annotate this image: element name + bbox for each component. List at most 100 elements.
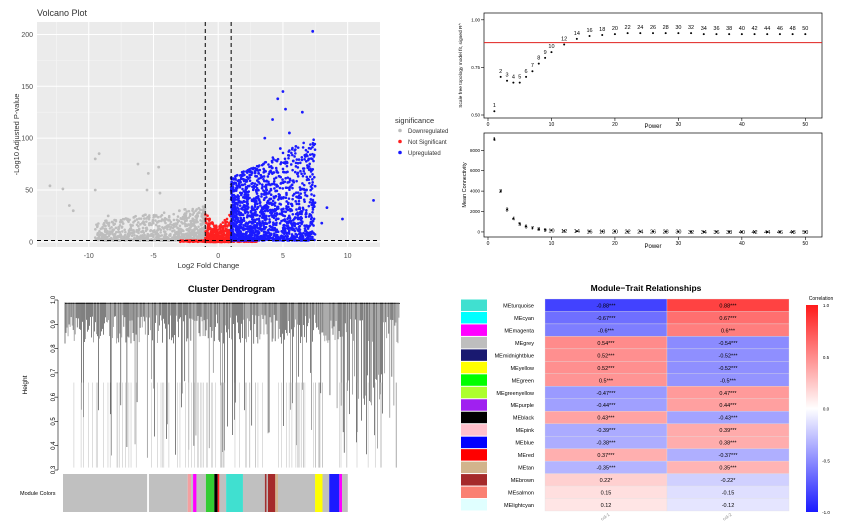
upregulated-point [313,184,317,188]
upregulated-point [238,213,241,217]
correlation-legend-tick-label: 0.0 [823,407,830,412]
downregulated-point [148,216,151,219]
upregulated-point [302,183,306,187]
upregulated-point [310,187,314,190]
upregulated-point [243,235,247,239]
upregulated-point [284,196,288,199]
upregulated-point [254,185,258,188]
heatmap-cell-label: 0.15 [601,491,612,497]
upregulated-point [253,212,257,216]
downregulated-point [147,239,150,242]
scalefree-point [702,33,705,36]
upregulated-point [273,204,277,207]
scalefree-point [563,43,566,46]
upregulated-point [268,237,271,241]
upregulated-point [307,146,311,150]
downregulated-point [96,231,100,235]
scalefree-point-label: 46 [777,26,783,32]
upregulated-point [298,210,302,214]
not-significant-point [206,228,210,232]
upregulated-point [269,197,273,201]
upregulated-point [260,229,263,232]
dendrogram-y-tick-label: 0.5 [51,417,57,426]
upregulated-point [230,180,233,184]
upregulated-point [243,208,247,212]
scalefree-point [753,33,756,36]
upregulated-point [305,188,308,192]
downregulated-point [102,221,106,225]
downregulated-point [116,234,120,238]
upregulated-point [275,159,279,163]
upregulated-point [311,167,315,171]
scalefree-point-label: 32 [688,25,694,31]
upregulated-point [278,238,282,242]
upregulated-point [235,230,239,234]
module-label: MElightcyan [504,503,534,509]
connectivity-point-label: 40 [739,230,745,236]
upregulated-point [242,233,245,237]
upregulated-point [267,163,270,166]
upregulated-point [233,205,237,208]
scalefree-point-label: 14 [574,31,580,37]
upregulated-point [266,199,270,203]
not-significant-point [213,229,216,233]
volcano-title: Volcano Plot [37,8,88,18]
scalefree-point-label: 9 [544,50,547,56]
upregulated-point [255,192,259,195]
upregulated-point [234,174,237,178]
downregulated-point [107,224,111,228]
upregulated-point [306,165,310,169]
upregulated-point [287,205,290,209]
upregulated-point [302,198,306,201]
module-color-swatch [461,336,487,349]
downregulated-point [110,225,113,229]
not-significant-point [215,231,218,235]
connectivity-point [575,230,578,233]
volcano-point-cloud [48,29,375,244]
upregulated-point [281,167,285,171]
connectivity-point-label: 26 [650,230,656,236]
upregulated-point [311,178,314,181]
downregulated-point [182,217,186,221]
downregulated-point [183,222,186,225]
scalefree-point-label: 22 [625,25,631,31]
scalefree-point-label: 18 [599,27,605,33]
upregulated-point [311,219,315,223]
trait-column-label: col-1 [600,512,611,521]
upregulated-point [259,204,262,207]
scalefree-point [791,33,794,36]
upregulated-point [284,220,288,223]
upregulated-point [261,235,264,238]
upregulated-point [310,201,314,204]
upregulated-point [296,172,299,176]
upregulated-point [292,180,296,184]
upregulated-point [282,207,285,211]
heatmap-cell-label: -0.88*** [597,303,617,309]
downregulated-point [132,221,135,224]
upregulated-point [282,224,285,227]
connectivity-point [652,230,654,233]
upregulated-point [291,222,295,225]
connectivity-x-tick-label: 30 [676,241,682,247]
downregulated-point [101,225,104,229]
upregulated-point [309,143,312,146]
upregulated-point [291,197,294,201]
upregulated-point [266,209,269,213]
upregulated-point [256,213,259,217]
not-significant-point [225,230,229,233]
downregulated-point [131,229,135,232]
scalefree-point [506,79,509,82]
upregulated-point [254,201,257,205]
downregulated-point [152,235,155,239]
downregulated-point [172,218,176,222]
upregulated-point [311,210,314,214]
upregulated-point [308,233,311,236]
upregulated-point [291,186,294,190]
downregulated-point [127,234,131,238]
upregulated-point [237,210,241,214]
upregulated-point [261,212,265,216]
connectivity-point [677,230,680,233]
module-color-segment [329,474,340,512]
upregulated-point [242,219,246,223]
upregulated-point [285,191,288,195]
